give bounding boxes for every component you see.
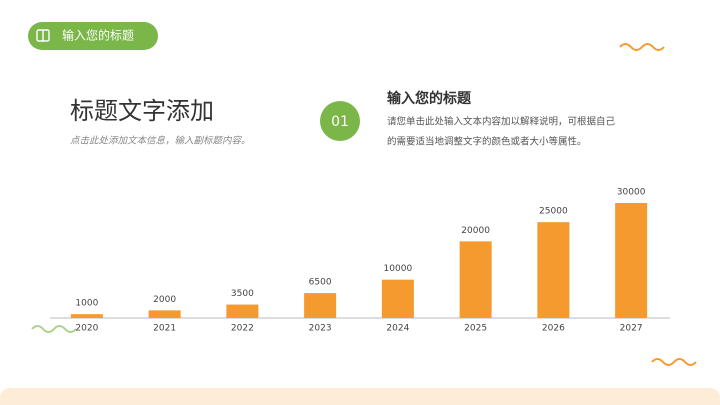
point-title: 输入您的标题 [387,90,472,107]
x-tick-label: 2021 [153,324,176,334]
squiggle [651,358,697,366]
bar [148,310,181,318]
bar [381,279,414,318]
x-tick-label: 2024 [386,324,409,334]
point-text: 的需要适当地调整文字的颜色或者大小等属性。 [387,136,587,148]
x-tick-label: 2025 [464,324,487,334]
footer-band [0,388,720,405]
x-tick-label: 2020 [75,324,98,334]
x-tick-label: 2026 [542,324,565,334]
tag-pill [28,22,158,50]
value-label: 1000 [75,299,98,309]
x-tick-label: 2023 [309,324,332,334]
value-label: 30000 [617,188,646,198]
bar [304,293,337,318]
main-title: 标题文字添加 [70,97,214,125]
badge-number: 01 [331,114,349,130]
value-label: 20000 [461,226,490,236]
value-label: 25000 [539,207,568,217]
squiggle [619,43,665,51]
number-badge [320,101,360,141]
subtitle: 点击此处添加文本信息，输入副标题内容。 [70,135,251,147]
value-label: 2000 [153,295,176,305]
value-label: 3500 [231,289,254,299]
bar [537,222,570,318]
point-text: 请您单击此处输入文本内容加以解释说明，可根据自己 [387,116,616,128]
bar [226,304,259,318]
value-label: 6500 [309,278,332,288]
bar [615,203,648,318]
squiggle [31,325,77,333]
book-icon [36,29,50,42]
bar [70,314,103,318]
value-label: 10000 [384,264,413,274]
x-tick-label: 2027 [620,324,643,334]
tag-text: 输入您的标题 [62,28,134,43]
x-tick-label: 2022 [231,324,254,334]
bar [459,241,492,318]
